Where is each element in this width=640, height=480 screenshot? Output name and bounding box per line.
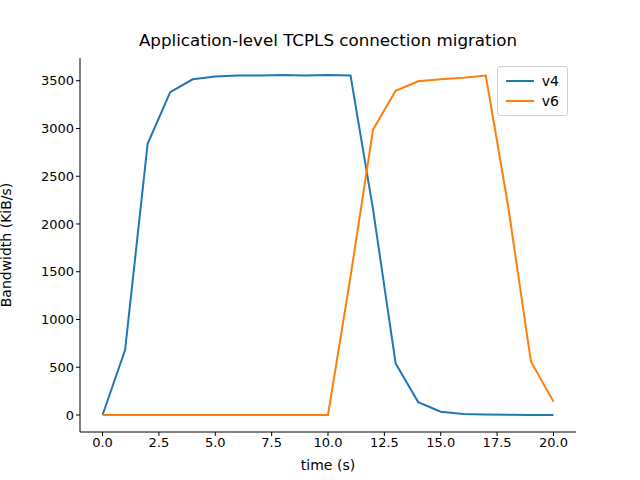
- html-text:v6: v6: [541, 93, 559, 109]
- html-text:v4: v4: [541, 73, 559, 89]
- svg-text:1500: 1500: [41, 264, 74, 279]
- html-text:Application-level TCPLS connec: Application-level TCPLS connection migra…: [138, 30, 518, 50]
- svg-text:500: 500: [49, 360, 74, 375]
- svg-text:Bandwidth (KiB/s): Bandwidth (KiB/s): [8, 183, 14, 308]
- svg-text:10.0: 10.0: [314, 435, 343, 450]
- svg-text:2.5: 2.5: [149, 435, 170, 450]
- svg-text:17.5: 17.5: [483, 435, 512, 450]
- svg-text:1000: 1000: [41, 312, 74, 327]
- svg-text:time (s): time (s): [301, 457, 355, 473]
- svg-text:12.5: 12.5: [370, 435, 399, 450]
- svg-text:3000: 3000: [41, 121, 74, 136]
- svg-text:3500: 3500: [41, 73, 74, 88]
- svg-text:0.0: 0.0: [92, 435, 113, 450]
- svg-text:20.0: 20.0: [539, 435, 568, 450]
- svg-text:7.5: 7.5: [261, 435, 282, 450]
- svg-text:5.0: 5.0: [205, 435, 226, 450]
- svg-text:2000: 2000: [41, 217, 74, 232]
- svg-text:0: 0: [66, 408, 74, 423]
- svg-text:2500: 2500: [41, 169, 74, 184]
- svg-text:15.0: 15.0: [426, 435, 455, 450]
